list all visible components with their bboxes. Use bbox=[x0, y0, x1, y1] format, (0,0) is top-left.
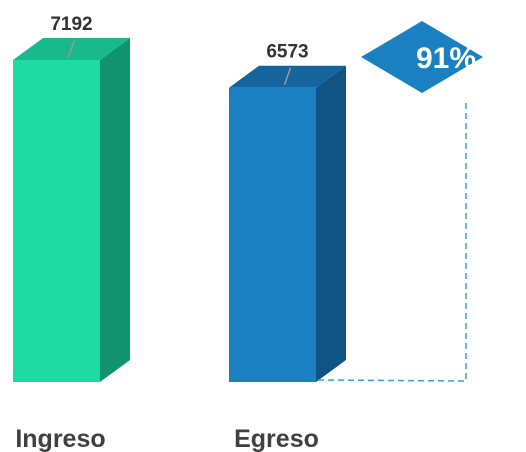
bar-ingreso-front-face bbox=[13, 60, 100, 382]
bar-egreso bbox=[229, 65, 346, 382]
bar-ingreso-side-face bbox=[100, 38, 130, 382]
category-label-ingreso: Ingreso bbox=[15, 425, 105, 452]
ratio-connector-line bbox=[317, 102, 467, 382]
bar-ingreso-label-leader bbox=[67, 39, 76, 58]
bar-egreso-value-label: 6573 bbox=[266, 42, 308, 63]
ratio-diamond-badge bbox=[361, 21, 483, 93]
bar-egreso-front-face bbox=[229, 87, 316, 382]
bar-egreso-side-face bbox=[316, 65, 346, 382]
bar-ingreso bbox=[13, 38, 130, 382]
ratio-percentage-label: 91% bbox=[416, 42, 476, 75]
category-label-egreso: Egreso bbox=[234, 425, 319, 452]
bar-egreso-label-leader bbox=[283, 67, 292, 85]
bar-ingreso-value-label: 7192 bbox=[50, 14, 92, 35]
